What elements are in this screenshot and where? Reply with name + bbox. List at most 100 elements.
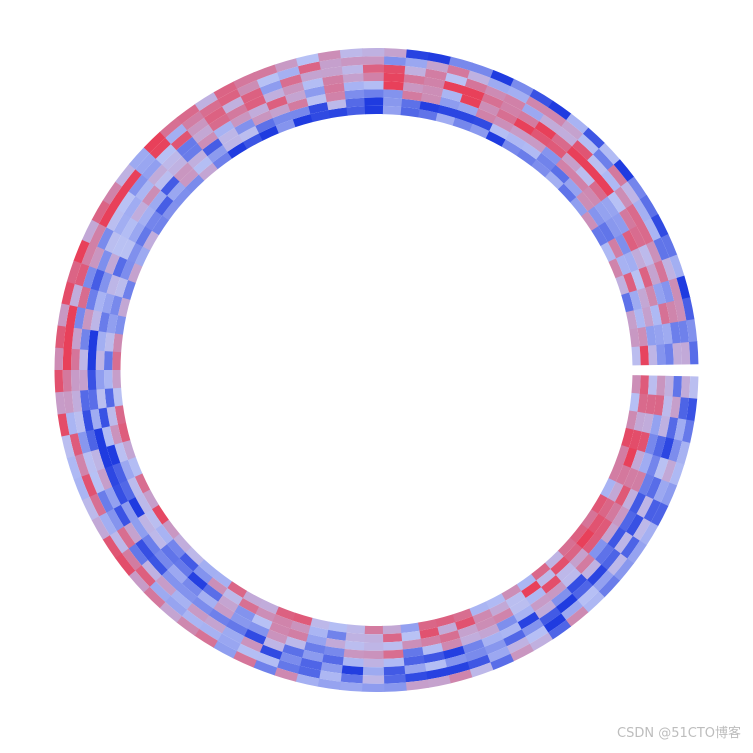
heatmap-cell (480, 631, 504, 648)
heatmap-cell (587, 513, 606, 535)
heatmap-cell (629, 290, 643, 311)
heatmap-cell (623, 272, 638, 294)
heatmap-cell (627, 176, 648, 200)
heatmap-cell (144, 508, 163, 530)
heatmap-cell (466, 654, 491, 670)
heatmap-cell (469, 123, 490, 139)
heatmap-cell (81, 242, 98, 267)
heatmap-cell (475, 108, 497, 124)
heatmap-cell (517, 611, 540, 630)
heatmap-cell (54, 347, 64, 370)
heatmap-cell (88, 329, 99, 351)
heatmap-cell (516, 148, 537, 167)
heatmap-cell (104, 331, 115, 352)
heatmap-cell (637, 393, 648, 414)
heatmap-cell (89, 223, 107, 247)
heatmap-cell (61, 434, 75, 459)
heatmap-cell (477, 623, 500, 640)
heatmap-cell (607, 191, 627, 214)
heatmap-cell (212, 570, 233, 589)
heatmap-cell (486, 646, 511, 663)
heatmap-cell (323, 645, 345, 658)
heatmap-cell (95, 369, 105, 390)
heatmap-cell (123, 521, 143, 544)
heatmap-cell (665, 416, 679, 440)
heatmap-cell (308, 101, 329, 115)
heatmap-cell (615, 275, 630, 296)
heatmap-cell (159, 117, 183, 138)
heatmap-cell (173, 161, 194, 182)
heatmap-cell (445, 72, 468, 87)
heatmap-cell (74, 453, 90, 477)
heatmap-cell (605, 217, 623, 239)
heatmap-cell (81, 473, 98, 497)
heatmap-cell (555, 158, 576, 179)
heatmap-cell (73, 476, 90, 501)
heatmap-cell (175, 583, 198, 604)
heatmap-cell (159, 601, 182, 623)
heatmap-cell (661, 323, 673, 345)
heatmap-cell (550, 556, 570, 576)
heatmap-cell (85, 288, 99, 311)
heatmap-cell (71, 369, 80, 392)
heatmap-cell (343, 648, 364, 659)
heatmap-cell (581, 211, 599, 232)
heatmap-cell (259, 644, 283, 660)
heatmap-cell (570, 197, 589, 217)
heatmap-cell (279, 74, 303, 89)
heatmap-cell (652, 282, 667, 306)
heatmap-cell (653, 237, 670, 261)
heatmap-cell (148, 528, 167, 550)
heatmap-cell (638, 244, 655, 267)
heatmap-cell (543, 107, 567, 127)
heatmap-cell (622, 230, 639, 252)
heatmap-cell (682, 297, 695, 322)
heatmap-cell (69, 432, 83, 456)
heatmap-cell (614, 234, 632, 256)
heatmap-cell (688, 376, 699, 400)
heatmap-cell (61, 281, 75, 306)
heatmap-cell (204, 106, 227, 125)
heatmap-cell (327, 621, 348, 633)
heatmap-cell (127, 496, 145, 518)
heatmap-cell (151, 504, 169, 525)
heatmap-cell (577, 133, 600, 155)
heatmap-cell (547, 619, 572, 640)
heatmap-cell (128, 221, 146, 243)
heatmap-cell (275, 606, 296, 621)
heatmap-cell (276, 659, 301, 674)
heatmap-cell (344, 89, 365, 100)
heatmap-cell (342, 73, 365, 83)
heatmap-cell (509, 125, 531, 143)
heatmap-cell (310, 110, 331, 123)
heatmap-cell (326, 629, 347, 641)
heatmap-cell (417, 619, 438, 631)
heatmap-cell (151, 215, 170, 236)
heatmap-cell (469, 662, 494, 678)
heatmap-cell (104, 464, 120, 487)
heatmap-cell (661, 395, 673, 418)
heatmap-cell (284, 90, 307, 104)
heatmap-cell (229, 611, 252, 629)
heatmap-cell (582, 533, 601, 555)
heatmap-cell (421, 643, 444, 656)
heatmap-cell (141, 158, 163, 180)
heatmap-cell (117, 297, 131, 318)
heatmap-cell (561, 120, 584, 141)
heatmap-cell (95, 349, 105, 370)
heatmap-cell (619, 208, 637, 231)
heatmap-cell (213, 81, 238, 100)
heatmap-cell (623, 251, 639, 273)
heatmap-cell (299, 657, 323, 671)
heatmap-cell (488, 600, 510, 617)
heatmap-cell (77, 285, 91, 309)
heatmap-cell (575, 553, 595, 575)
heatmap-cell (277, 66, 301, 81)
heatmap-cell (650, 214, 669, 239)
heatmap-cell (621, 427, 634, 448)
heatmap-cell (343, 640, 365, 651)
heatmap-cell (544, 550, 564, 570)
heatmap-cell (176, 615, 200, 636)
heatmap-cell (630, 470, 647, 493)
heatmap-cell (187, 117, 210, 137)
